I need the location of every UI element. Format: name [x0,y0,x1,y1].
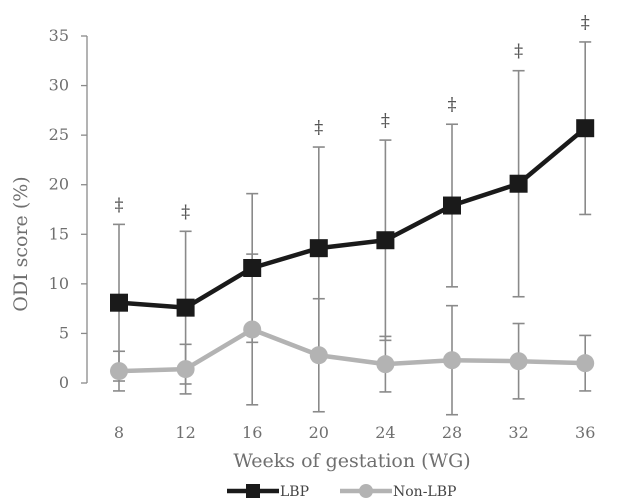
significance-marker-12: ‡ [181,201,190,222]
legend-label-Non-LBP: Non-LBP [393,484,456,500]
x-tick-label: 20 [309,423,329,442]
legend: LBP Non-LBP [227,484,456,500]
point-Non-LBP-24 [376,355,395,374]
y-tick-label: 20 [49,175,69,194]
axis-labels: Weeks of gestation (WG) ODI score (%) [10,176,471,472]
data-markers [110,119,595,381]
point-LBP-24 [376,231,395,250]
y-axis-title: ODI score (%) [10,176,32,311]
significance-marker-20: ‡ [314,117,323,138]
axes: 0 5 10 15 20 25 30 35 8 12 16 20 24 28 32 36 [49,26,596,442]
series-line-LBP [118,126,587,310]
y-tick-label: 10 [49,274,69,293]
x-tick-label: 12 [175,423,195,442]
point-LBP-36 [576,119,595,138]
significance-marker-28: ‡ [448,94,457,115]
point-Non-LBP-20 [309,346,328,365]
point-Non-LBP-28 [443,351,461,370]
point-LBP-28 [443,196,461,215]
x-tick-label: 28 [442,423,462,442]
x-tick-label: 36 [575,423,595,442]
legend-marker-LBP [246,484,260,498]
point-LBP-32 [509,174,528,193]
point-LBP-8 [110,293,128,312]
legend-label-LBP: LBP [280,484,309,500]
significance-marker-36: ‡ [581,12,590,33]
point-Non-LBP-12 [176,360,195,379]
significance-marker-24: ‡ [381,110,390,131]
point-LBP-16 [243,258,262,277]
y-tick-label: 25 [49,125,69,144]
series-line-Non-LBP [118,327,586,374]
point-Non-LBP-16 [243,320,262,339]
y-tick-label: 30 [49,76,69,95]
y-tick-label: 35 [49,26,69,45]
y-tick-label: 15 [49,224,69,243]
y-tick-label: 0 [59,373,69,392]
point-Non-LBP-8 [110,362,128,381]
legend-marker-Non-LBP [359,484,373,498]
significance-marker-8: ‡ [115,194,124,215]
point-Non-LBP-32 [509,352,528,371]
point-Non-LBP-36 [576,354,595,373]
x-tick-label: 24 [375,423,395,442]
x-tick-label: 16 [242,423,262,442]
significance-markers: ‡ ‡ ‡ ‡ ‡ ‡ ‡ [115,12,590,222]
legend-item-Non-LBP: Non-LBP [340,484,456,500]
point-LBP-12 [176,298,195,317]
point-LBP-20 [309,239,328,258]
y-tick-label: 5 [59,323,69,342]
x-tick-label: 8 [114,423,124,442]
x-axis-title: Weeks of gestation (WG) [233,450,470,472]
x-tick-label: 32 [508,423,528,442]
series-lines [118,126,587,374]
legend-item-LBP: LBP [227,484,309,500]
significance-marker-32: ‡ [514,41,523,62]
